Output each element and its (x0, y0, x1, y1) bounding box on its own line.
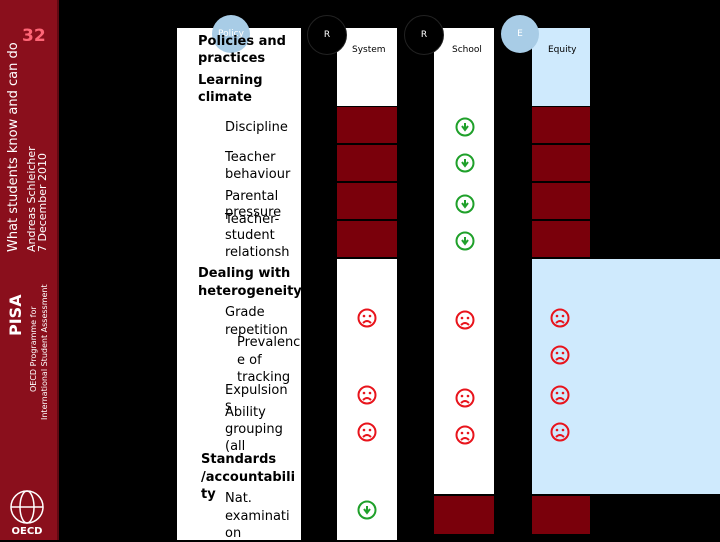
system-cell-lower (337, 259, 397, 540)
row-label-of: e of (237, 353, 262, 368)
frown-icon (357, 422, 377, 442)
row-label-repetition: repetition (225, 323, 288, 338)
system-cell-discipline (337, 107, 397, 143)
thumbs-up-icon (455, 231, 475, 251)
row-label-tracking: tracking (237, 370, 291, 385)
thumbs-up-icon (455, 117, 475, 137)
equity-cell-teacher-student (532, 221, 590, 257)
row-label-relationship: relationsh (225, 245, 290, 260)
row-label-standards: Standards (201, 452, 277, 467)
frown-icon (455, 310, 475, 330)
system-cell-parental-pressure (337, 183, 397, 219)
frown-icon (357, 385, 377, 405)
school-badge: R (404, 15, 444, 55)
frown-icon (550, 308, 570, 328)
row-label-grouping: grouping (225, 422, 283, 437)
row-label-nat: Nat. (225, 491, 252, 506)
row-label-ability: Ability (225, 405, 266, 420)
thumbs-up-icon (357, 500, 377, 520)
frown-icon (550, 385, 570, 405)
program-title: What students know and can do (6, 42, 21, 252)
row-label-on: on (225, 526, 242, 541)
frown-icon (550, 422, 570, 442)
column-label-system: System (352, 45, 386, 55)
row-label-s: s (225, 399, 232, 414)
equity-cell-heterogeneity (532, 259, 720, 494)
row-label-dealing: Dealing with (198, 266, 291, 281)
thumbs-up-icon (455, 194, 475, 214)
row-label-discipline: Discipline (225, 120, 288, 135)
row-label-expulsion: Expulsion (225, 383, 288, 398)
row-label-heterogeneity: heterogeneity (198, 284, 302, 299)
school-cell-national-exam (434, 496, 494, 534)
equity-cell-national-exam (532, 496, 590, 534)
frown-icon (357, 308, 377, 328)
row-label-all: (all (225, 439, 246, 454)
equity-badge: E (501, 15, 539, 53)
programme-subtitle-1: OECD Programme for (29, 306, 38, 392)
row-label-grade: Grade (225, 305, 265, 320)
policy-badge: Policy (212, 15, 250, 53)
slide-number: 32 (22, 26, 46, 46)
row-label-student: student (225, 228, 275, 243)
programme-subtitle-2: International Student Assessment (40, 284, 49, 420)
row-label-prevalence: Prevalenc (237, 335, 301, 350)
row-label-climate: climate (198, 90, 252, 105)
row-label-accountability: /accountabili (201, 470, 296, 485)
sidebar (0, 0, 57, 540)
row-label-teacher: Teacher (225, 150, 276, 165)
row-label-pressure: pressure (225, 205, 282, 220)
equity-header-cell (532, 28, 590, 106)
column-label-equity: Equity (548, 45, 577, 55)
oecd-logo: OECD (10, 490, 44, 537)
system-cell-teacher-behaviour (337, 145, 397, 181)
row-label-ty: ty (201, 487, 216, 502)
presentation-date: 7 December 2010 (36, 152, 49, 252)
thumbs-up-icon (455, 153, 475, 173)
equity-cell-parental-pressure (532, 183, 590, 219)
row-label-teacher-dash: Teacher- (225, 212, 280, 227)
frown-icon (550, 345, 570, 365)
svg-text:OECD: OECD (12, 526, 43, 537)
system-header-cell (337, 28, 397, 106)
row-label-learning: Learning (198, 73, 263, 88)
row-label-policies: Policies and (198, 34, 286, 49)
pisa-brand: PISA (6, 294, 25, 336)
column-label-school: School (452, 45, 482, 55)
sidebar-divider (57, 0, 59, 540)
frown-icon (455, 388, 475, 408)
system-badge: R (307, 15, 347, 55)
row-label-behaviour: behaviour (225, 167, 291, 182)
system-cell-teacher-student (337, 221, 397, 257)
equity-cell-teacher-behaviour (532, 145, 590, 181)
school-column (434, 28, 494, 494)
row-label-practices: practices (198, 51, 266, 66)
row-label-examination: examinati (225, 509, 290, 524)
frown-icon (455, 425, 475, 445)
equity-cell-discipline (532, 107, 590, 143)
policy-column (177, 28, 301, 540)
row-label-parental: Parental (225, 189, 279, 204)
